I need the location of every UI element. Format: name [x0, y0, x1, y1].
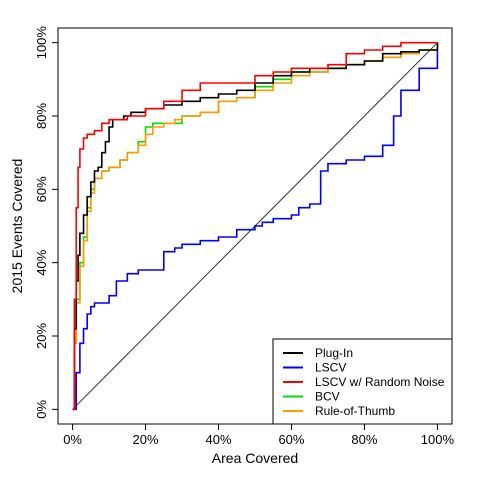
x-tick-label: 40% [206, 432, 232, 447]
y-tick-label: 20% [34, 323, 49, 349]
legend-label: Plug-In [315, 346, 353, 360]
y-tick-label: 100% [34, 26, 49, 60]
x-tick-label: 80% [351, 432, 377, 447]
y-tick-label: 0% [34, 400, 49, 419]
legend-label: LSCV w/ Random Noise [315, 375, 445, 389]
x-tick-label: 60% [278, 432, 304, 447]
y-tick-label: 40% [34, 249, 49, 275]
legend-label: LSCV [315, 361, 346, 375]
legend-label: BCV [315, 390, 340, 404]
y-tick-label: 80% [34, 103, 49, 129]
y-tick-label: 60% [34, 176, 49, 202]
legend-label: Rule-of-Thumb [315, 404, 395, 418]
x-tick-label: 0% [63, 432, 82, 447]
y-axis-title: 2015 Events Covered [9, 159, 25, 294]
x-axis-title: Area Covered [212, 450, 298, 466]
x-tick-label: 100% [421, 432, 455, 447]
x-tick-label: 20% [133, 432, 159, 447]
